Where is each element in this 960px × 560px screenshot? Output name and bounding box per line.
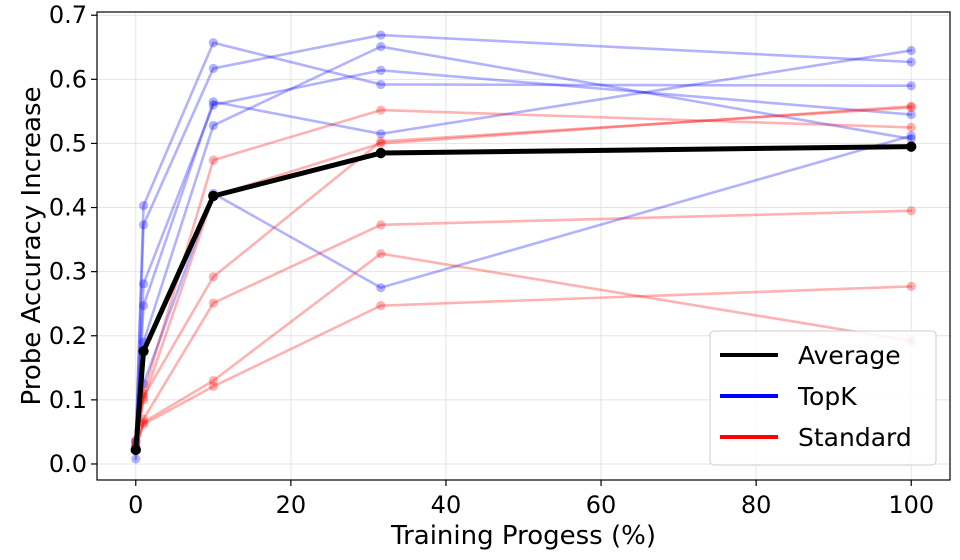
data-point <box>138 301 149 311</box>
grid <box>97 12 950 480</box>
x-tick-label: 0 <box>128 491 143 519</box>
data-point <box>376 42 386 52</box>
data-point <box>376 138 386 149</box>
data-point <box>376 136 386 147</box>
y-tick-label: 0.6 <box>49 65 87 93</box>
data-point <box>906 101 916 111</box>
data-point <box>906 131 916 141</box>
y-tick-label: 0.4 <box>49 194 87 222</box>
data-point <box>376 283 386 293</box>
data-point <box>376 65 386 75</box>
data-point <box>208 376 218 386</box>
x-tick-label: 80 <box>741 491 772 519</box>
series-line <box>134 285 913 450</box>
series-line <box>134 252 913 450</box>
data-point <box>376 129 386 139</box>
y-tick-label: 0.7 <box>49 1 87 29</box>
data-point <box>376 79 386 90</box>
data-point <box>138 279 149 289</box>
ticks: 0 20 40 60 80 100 0.0 0.1 0.2 0.3 0.4 0.5 0.6 0.7 <box>49 1 934 519</box>
data-point <box>208 38 218 48</box>
data-point <box>138 419 149 429</box>
data-point <box>130 444 141 456</box>
y-tick-label: 0.3 <box>49 258 87 286</box>
data-point <box>906 122 916 132</box>
data-point <box>906 57 916 67</box>
series-average-12 <box>130 141 917 456</box>
data-point <box>208 63 218 74</box>
data-point <box>906 206 916 216</box>
data-point <box>131 454 141 464</box>
data-point <box>138 414 149 424</box>
data-point <box>906 109 916 120</box>
data-point <box>906 134 916 144</box>
y-tick-label: 0.0 <box>49 450 87 478</box>
y-tick-label: 0.1 <box>49 386 87 414</box>
series-line <box>134 209 913 450</box>
series-layer <box>130 30 917 464</box>
data-point <box>376 220 386 230</box>
series-line <box>134 33 913 443</box>
y-tick-label: 0.5 <box>49 129 87 157</box>
data-point <box>138 417 149 427</box>
data-point <box>376 301 386 311</box>
x-tick-label: 60 <box>586 491 617 519</box>
data-point <box>208 190 219 202</box>
data-point <box>208 298 218 308</box>
series-topk-2 <box>131 65 916 453</box>
x-tick-label: 20 <box>276 491 307 519</box>
data-point <box>906 45 916 56</box>
plot-frame <box>96 11 951 481</box>
data-point <box>906 141 917 152</box>
data-point <box>138 201 149 211</box>
series-line <box>134 41 913 443</box>
legend-label-standard: Standard <box>798 423 912 452</box>
y-tick-label: 0.2 <box>49 322 87 350</box>
data-point <box>208 155 218 165</box>
x-axis-label: Training Progess (%) <box>390 521 656 551</box>
data-point <box>208 120 218 131</box>
data-point <box>208 272 218 282</box>
legend-box <box>709 330 937 466</box>
data-point <box>906 281 916 291</box>
data-point <box>906 81 916 91</box>
data-point <box>138 345 149 357</box>
data-point <box>376 30 386 40</box>
legend-label-topk: TopK <box>797 382 857 411</box>
data-point <box>376 249 386 259</box>
y-axis-label: Probe Accuracy Increase <box>17 86 47 405</box>
data-point <box>208 381 218 391</box>
data-point <box>138 220 149 230</box>
x-tick-label: 100 <box>888 491 934 519</box>
legend-label-average: Average <box>798 341 901 370</box>
data-point <box>208 97 218 107</box>
series-line <box>134 69 913 450</box>
data-point <box>375 147 387 159</box>
x-tick-label: 40 <box>431 491 462 519</box>
legend: Average TopK Standard <box>709 330 937 466</box>
data-point <box>376 105 386 115</box>
data-point <box>208 100 218 110</box>
data-point <box>906 102 916 113</box>
